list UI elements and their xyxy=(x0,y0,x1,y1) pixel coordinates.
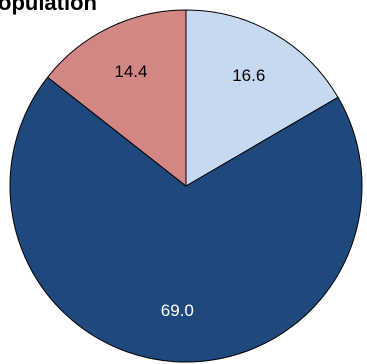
slice-value-label-1: 69.0 xyxy=(161,301,194,320)
chart-title: opulation xyxy=(0,0,97,15)
slice-value-label-2: 14.4 xyxy=(114,62,147,81)
slice-value-label-0: 16.6 xyxy=(232,66,265,85)
pie-slices xyxy=(9,9,363,363)
slice-labels: 16.6 69.0 14.4 xyxy=(114,62,265,320)
pie-slice-1 xyxy=(9,76,363,363)
pie-slice-2 xyxy=(47,9,187,187)
pie-slice-0 xyxy=(185,9,339,187)
